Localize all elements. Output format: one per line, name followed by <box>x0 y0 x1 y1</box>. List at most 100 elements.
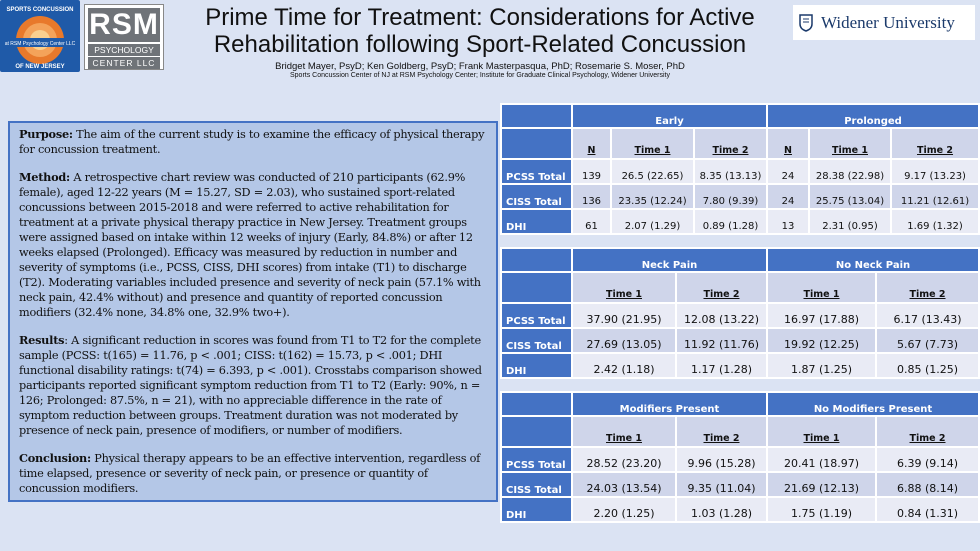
conclusion-text: Physical therapy appears to be an effect… <box>19 452 481 495</box>
table-cell: 9.35 (11.04) <box>675 471 768 498</box>
table-row: PCSS Total 28.52 (23.20) 9.96 (15.28) 20.41… <box>500 446 980 473</box>
svg-text:OF NEW JERSEY: OF NEW JERSEY <box>15 64 64 70</box>
table-spacer <box>500 523 978 535</box>
widener-university-logo: Widener University <box>793 5 975 40</box>
table-cell: 16.97 (17.88) <box>766 302 878 329</box>
table-cell: 0.84 (1.31) <box>875 496 980 523</box>
row-label: CISS Total <box>500 183 573 210</box>
conclusion-label: Conclusion: <box>19 451 91 465</box>
table-cell: 25.75 (13.04) <box>808 183 892 210</box>
table-cell: 13 <box>766 208 810 235</box>
table-row: CISS Total 136 23.35 (12.24) 7.80 (9.39) 24 2… <box>500 183 980 210</box>
shield-icon <box>799 13 813 32</box>
method-label: Method: <box>19 170 70 184</box>
results-paragraph: Results: A significant reduction in scor… <box>19 333 488 438</box>
abstract-panel: Purpose: The aim of the current study is… <box>8 121 498 502</box>
method-text: A retrospective chart review was conduct… <box>19 171 481 319</box>
table-cell: 19.92 (12.25) <box>766 327 878 354</box>
table-corner-cell <box>500 415 573 448</box>
table-cell: 6.39 (9.14) <box>875 446 980 473</box>
table-cell: 1.17 (1.28) <box>674 352 769 379</box>
row-label: PCSS Total <box>500 446 573 473</box>
table-cell: 139 <box>571 158 612 185</box>
rsm-logo-line1: PSYCHOLOGY <box>88 44 160 56</box>
group-header: Early <box>571 103 768 129</box>
row-label: PCSS Total <box>500 158 573 185</box>
duration-table: Early Prolonged N Time 1 Time 2 N Time 1 Time 2… <box>500 103 980 235</box>
table-cell: 20.41 (18.97) <box>766 446 877 473</box>
table-corner-cell <box>500 391 573 417</box>
table-cell: 27.69 (13.05) <box>571 327 677 354</box>
table-cell: 23.35 (12.24) <box>610 183 695 210</box>
column-header: N <box>766 127 810 160</box>
table-cell: 2.42 (1.18) <box>571 352 677 379</box>
authors: Bridget Mayer, PsyD; Ken Goldberg, PsyD;… <box>275 61 685 72</box>
column-header: Time 2 <box>875 415 980 448</box>
table-cell: 1.03 (1.28) <box>675 496 768 523</box>
column-header: Time 1 <box>571 415 677 448</box>
table-corner-cell <box>500 103 573 129</box>
results-tables: Early Prolonged N Time 1 Time 2 N Time 1 Time 2… <box>500 103 980 535</box>
column-header: Time 1 <box>808 127 892 160</box>
row-label: CISS Total <box>500 471 573 498</box>
table-row: PCSS Total 37.90 (21.95) 12.08 (13.22) 16.9… <box>500 302 980 329</box>
group-header: Modifiers Present <box>571 391 768 417</box>
purpose-text: The aim of the current study is to exami… <box>19 128 485 156</box>
column-header: Time 2 <box>875 271 980 304</box>
table-cell: 24.03 (13.54) <box>571 471 677 498</box>
rsm-logo-text: RSM <box>88 8 160 42</box>
row-label: DHI <box>500 496 573 523</box>
column-header: N <box>571 127 612 160</box>
table-cell: 2.31 (0.95) <box>808 208 892 235</box>
rsm-logo-line2: CENTER LLC <box>88 57 160 69</box>
column-header: Time 2 <box>675 415 768 448</box>
table-row: DHI 2.20 (1.25) 1.03 (1.28) 1.75 (1.19) 0.84… <box>500 496 980 523</box>
table-spacer <box>500 235 978 247</box>
table-cell: 28.52 (23.20) <box>571 446 677 473</box>
table-cell: 26.5 (22.65) <box>610 158 695 185</box>
column-header: Time 1 <box>571 271 677 304</box>
row-label: CISS Total <box>500 327 573 354</box>
table-cell: 21.69 (12.13) <box>766 471 877 498</box>
group-header: Neck Pain <box>570 247 769 273</box>
purpose-label: Purpose: <box>19 127 73 141</box>
results-text: : A significant reduction in scores was … <box>19 334 482 437</box>
row-label: DHI <box>500 352 573 379</box>
purpose-paragraph: Purpose: The aim of the current study is… <box>19 127 488 157</box>
method-paragraph: Method: A retrospective chart review was… <box>19 170 488 320</box>
table-cell: 2.07 (1.29) <box>610 208 695 235</box>
table-cell: 11.21 (12.61) <box>889 183 980 210</box>
title-line-1: Prime Time for Treatment: Considerations… <box>205 4 755 31</box>
table-corner-cell <box>500 271 573 304</box>
column-header: Time 1 <box>766 415 877 448</box>
table-cell: 28.38 (22.98) <box>808 158 892 185</box>
table-cell: 0.85 (1.25) <box>875 352 980 379</box>
row-label: DHI <box>500 208 573 235</box>
table-cell: 37.90 (21.95) <box>571 302 677 329</box>
table-cell: 5.67 (7.73) <box>875 327 980 354</box>
rsm-psychology-logo: RSM PSYCHOLOGY CENTER LLC <box>84 4 164 70</box>
table-cell: 6.17 (13.43) <box>875 302 980 329</box>
table-cell: 2.20 (1.25) <box>571 496 677 523</box>
table-cell: 6.88 (8.14) <box>875 471 980 498</box>
results-label: Results <box>19 333 65 347</box>
column-header: Time 2 <box>889 127 980 160</box>
column-header: Time 1 <box>766 271 878 304</box>
affiliations: Sports Concussion Center of NJ at RSM Ps… <box>290 72 670 79</box>
svg-text:at RSM Psychology Center LLC: at RSM Psychology Center LLC <box>5 41 76 47</box>
table-cell: 0.89 (1.28) <box>693 208 768 235</box>
column-header: Time 1 <box>610 127 695 160</box>
table-corner-cell <box>500 127 573 160</box>
table-cell: 11.92 (11.76) <box>674 327 769 354</box>
table-cell: 1.69 (1.32) <box>889 208 980 235</box>
table-row: CISS Total 24.03 (13.54) 9.35 (11.04) 21.69… <box>500 471 980 498</box>
title-line-2: Rehabilitation following Sport-Related C… <box>213 31 747 58</box>
table-corner-cell <box>500 247 573 273</box>
table-cell: 136 <box>571 183 612 210</box>
modifiers-table: Modifiers Present No Modifiers Present Tim… <box>500 391 980 523</box>
sports-concussion-center-logo: at RSM Psychology Center LLC SPORTS CONC… <box>0 0 80 72</box>
table-cell: 9.17 (13.23) <box>889 158 980 185</box>
table-row: DHI 61 2.07 (1.29) 0.89 (1.28) 13 2.31 (0.95)… <box>500 208 980 235</box>
row-label: PCSS Total <box>500 302 573 329</box>
